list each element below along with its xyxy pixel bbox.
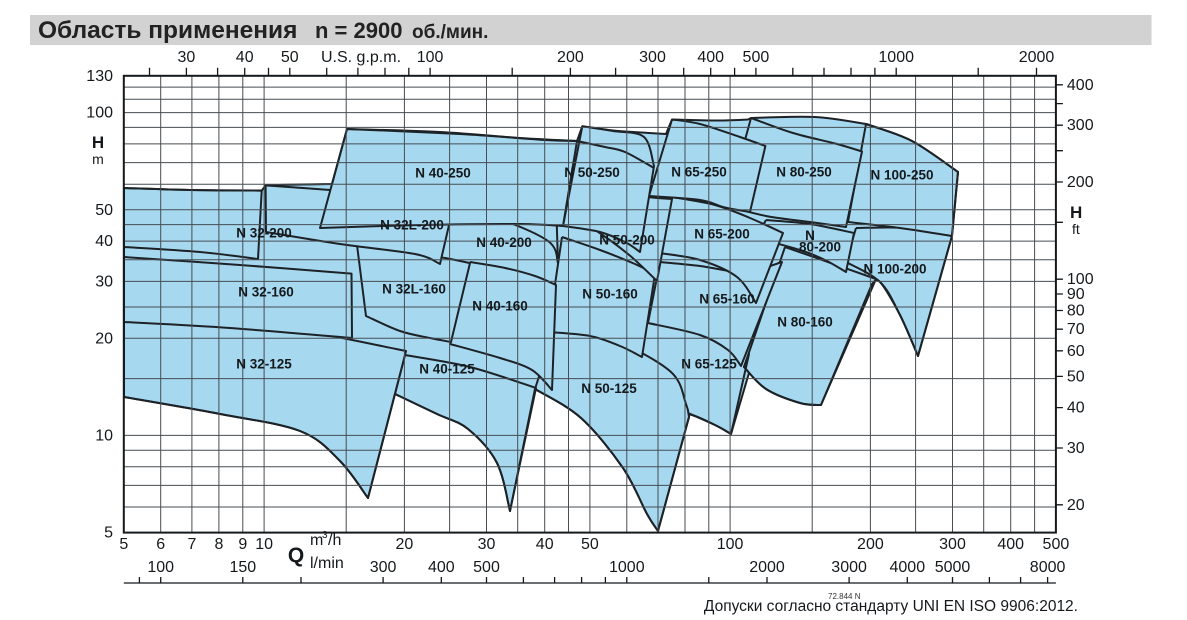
svg-text:100: 100 xyxy=(1067,271,1094,288)
svg-text:2000: 2000 xyxy=(1019,49,1055,66)
svg-text:20: 20 xyxy=(1067,497,1085,514)
svg-text:30: 30 xyxy=(478,536,496,553)
svg-text:400: 400 xyxy=(428,559,455,576)
svg-text:300: 300 xyxy=(1067,117,1094,134)
svg-text:90: 90 xyxy=(1067,286,1085,303)
svg-text:20: 20 xyxy=(396,536,414,553)
svg-text:1000: 1000 xyxy=(878,49,914,66)
svg-text:5: 5 xyxy=(104,525,113,542)
svg-text:n = 2900: n = 2900 xyxy=(315,18,402,43)
svg-text:H: H xyxy=(1070,203,1082,222)
svg-text:3: 3 xyxy=(322,530,328,541)
svg-text:8: 8 xyxy=(214,536,223,553)
svg-text:30: 30 xyxy=(95,273,113,290)
svg-text:N 65-125: N 65-125 xyxy=(681,357,737,372)
svg-text:400: 400 xyxy=(1067,77,1094,94)
svg-text:7: 7 xyxy=(187,536,196,553)
svg-text:300: 300 xyxy=(939,536,966,553)
svg-text:500: 500 xyxy=(1043,536,1070,553)
svg-text:3000: 3000 xyxy=(831,559,867,576)
svg-text:300: 300 xyxy=(370,559,397,576)
svg-text:l/min: l/min xyxy=(310,555,344,572)
svg-text:N 100-250: N 100-250 xyxy=(870,168,933,183)
svg-text:Q: Q xyxy=(288,544,304,567)
svg-text:400: 400 xyxy=(997,536,1024,553)
svg-text:H: H xyxy=(92,133,104,152)
svg-text:4000: 4000 xyxy=(890,559,926,576)
svg-text:1000: 1000 xyxy=(609,559,645,576)
svg-text:40: 40 xyxy=(236,49,254,66)
svg-text:N 32L-200: N 32L-200 xyxy=(380,218,444,233)
svg-text:2000: 2000 xyxy=(749,559,785,576)
svg-text:N 80-160: N 80-160 xyxy=(777,315,833,330)
svg-text:U.S. g.p.m.: U.S. g.p.m. xyxy=(321,49,401,66)
svg-text:N 32-200: N 32-200 xyxy=(236,226,292,241)
svg-text:70: 70 xyxy=(1067,321,1085,338)
svg-text:50: 50 xyxy=(1067,368,1085,385)
svg-text:N 40-250: N 40-250 xyxy=(415,166,471,181)
svg-text:/h: /h xyxy=(328,532,341,549)
svg-text:30: 30 xyxy=(178,49,196,66)
svg-text:N 65-160: N 65-160 xyxy=(699,292,755,307)
svg-text:100: 100 xyxy=(147,559,174,576)
svg-text:9: 9 xyxy=(238,536,247,553)
svg-text:5: 5 xyxy=(119,536,128,553)
svg-text:300: 300 xyxy=(639,49,666,66)
svg-text:5000: 5000 xyxy=(935,559,971,576)
svg-text:N 50-200: N 50-200 xyxy=(599,233,655,248)
svg-text:8000: 8000 xyxy=(1030,559,1066,576)
svg-text:50: 50 xyxy=(281,49,299,66)
svg-text:200: 200 xyxy=(857,536,884,553)
svg-text:150: 150 xyxy=(229,559,256,576)
svg-text:20: 20 xyxy=(95,330,113,347)
svg-text:N 65-250: N 65-250 xyxy=(671,165,727,180)
svg-text:Допуски согласно стандарту UNI: Допуски согласно стандарту UNI EN ISO 99… xyxy=(704,598,1078,615)
svg-text:N 50-160: N 50-160 xyxy=(582,287,638,302)
svg-text:72.844 N: 72.844 N xyxy=(828,592,861,601)
svg-text:N 32-160: N 32-160 xyxy=(238,285,294,300)
svg-text:80: 80 xyxy=(1067,303,1085,320)
svg-text:m: m xyxy=(310,532,323,549)
svg-text:Область применения: Область применения xyxy=(38,17,297,44)
svg-text:6: 6 xyxy=(156,536,165,553)
svg-text:ft: ft xyxy=(1072,221,1080,237)
svg-text:N 100-200: N 100-200 xyxy=(863,262,926,277)
svg-text:100: 100 xyxy=(417,49,444,66)
svg-text:50: 50 xyxy=(95,202,113,219)
svg-text:N: N xyxy=(805,228,815,243)
svg-text:30: 30 xyxy=(1067,440,1085,457)
svg-text:10: 10 xyxy=(255,536,273,553)
svg-text:N 50-250: N 50-250 xyxy=(564,165,620,180)
svg-text:N 80-250: N 80-250 xyxy=(776,165,832,180)
svg-text:N 40-125: N 40-125 xyxy=(419,362,475,377)
svg-text:N 40-160: N 40-160 xyxy=(472,299,528,314)
svg-text:N 32L-160: N 32L-160 xyxy=(382,282,446,297)
svg-text:130: 130 xyxy=(86,68,113,85)
svg-text:m: m xyxy=(92,151,104,167)
svg-text:100: 100 xyxy=(717,536,744,553)
svg-text:10: 10 xyxy=(95,427,113,444)
svg-text:200: 200 xyxy=(1067,174,1094,191)
svg-text:60: 60 xyxy=(1067,343,1085,360)
svg-text:50: 50 xyxy=(581,536,599,553)
svg-text:N 65-200: N 65-200 xyxy=(694,227,750,242)
svg-text:N 50-125: N 50-125 xyxy=(581,381,637,396)
svg-text:40: 40 xyxy=(536,536,554,553)
svg-text:N 32-125: N 32-125 xyxy=(236,357,292,372)
svg-text:40: 40 xyxy=(95,233,113,250)
svg-text:об./мин.: об./мин. xyxy=(412,22,488,43)
svg-text:40: 40 xyxy=(1067,400,1085,417)
svg-text:80-200: 80-200 xyxy=(799,240,841,255)
svg-text:200: 200 xyxy=(557,49,584,66)
svg-text:N 40-200: N 40-200 xyxy=(476,235,532,250)
svg-text:100: 100 xyxy=(86,105,113,122)
svg-text:400: 400 xyxy=(697,49,724,66)
svg-text:500: 500 xyxy=(743,49,770,66)
svg-text:500: 500 xyxy=(473,559,500,576)
